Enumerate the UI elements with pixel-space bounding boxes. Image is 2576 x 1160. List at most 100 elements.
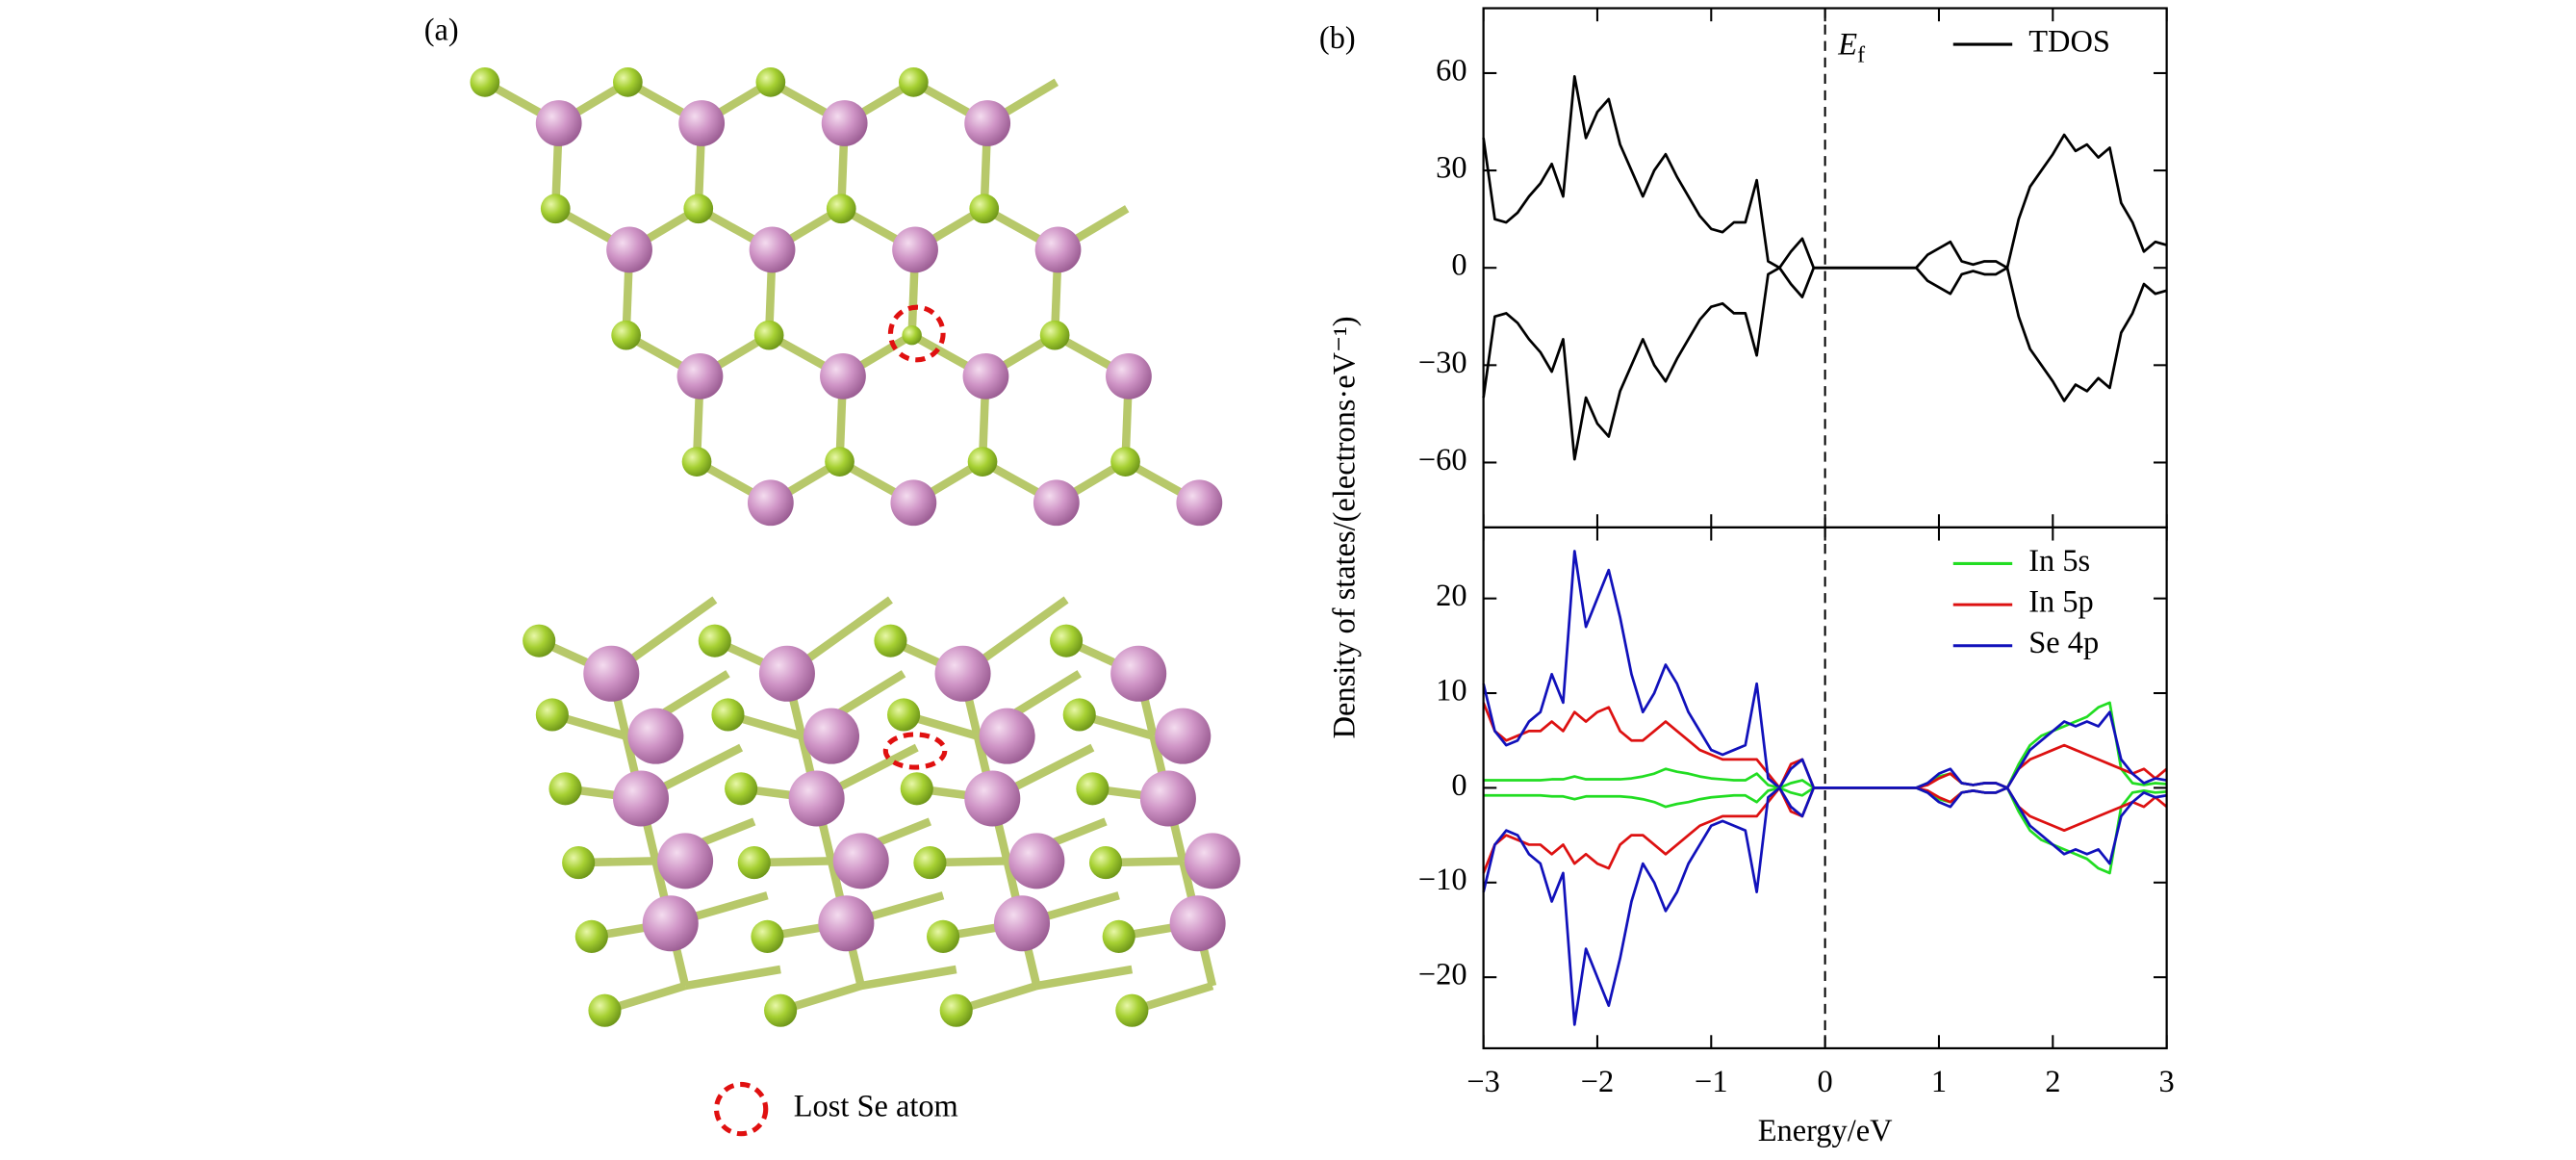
in-atom xyxy=(934,645,991,702)
se-atom xyxy=(613,66,643,97)
y-tick-label: −60 xyxy=(1418,443,1467,477)
y-tick-label: 0 xyxy=(1451,768,1467,803)
se-atom xyxy=(764,993,798,1027)
in-atom xyxy=(964,770,1021,827)
x-tick-label: 2 xyxy=(2045,1065,2060,1099)
crystal-structure xyxy=(470,66,1241,1027)
x-tick-label: 0 xyxy=(1818,1065,1833,1099)
x-tick-label: 1 xyxy=(1931,1065,1947,1099)
x-tick-label: −3 xyxy=(1467,1065,1499,1099)
fermi-symbol: E xyxy=(1837,28,1857,63)
y-tick-label: −30 xyxy=(1418,346,1467,380)
in-atom xyxy=(979,708,1035,764)
in-atom xyxy=(627,708,684,764)
in-atom xyxy=(821,100,868,146)
se-atom xyxy=(611,320,642,350)
in-atom xyxy=(747,479,794,527)
se-atom xyxy=(967,447,998,477)
y-axis-label: Density of states/(electrons·eV⁻¹) xyxy=(1327,316,1362,738)
se-atom xyxy=(588,993,622,1027)
in-atom xyxy=(1155,708,1211,764)
se-atom xyxy=(711,698,745,732)
se-atom xyxy=(927,919,960,953)
in-atom xyxy=(1110,645,1167,702)
fermi-label: Ef xyxy=(1837,28,1865,68)
legend-label: Se 4p xyxy=(2028,626,2099,660)
in-atom xyxy=(613,770,670,827)
se-atom xyxy=(753,320,784,350)
in-atom xyxy=(583,645,640,702)
in-atom xyxy=(535,100,582,146)
in-atom xyxy=(890,479,937,527)
in-atom xyxy=(962,352,1009,400)
lost-atom-marker xyxy=(882,732,948,770)
in-atom xyxy=(1106,352,1152,400)
se-atom xyxy=(737,846,771,880)
x-tick-label: −1 xyxy=(1695,1065,1727,1099)
in-atom xyxy=(788,770,845,827)
panel-label: (a) xyxy=(424,13,459,48)
in-atom xyxy=(676,352,724,400)
in-atom xyxy=(1034,226,1082,273)
dos-line xyxy=(1482,786,2167,1026)
se-atom xyxy=(900,772,933,806)
se-atom xyxy=(683,193,714,224)
in-atom xyxy=(749,226,796,273)
se-atom xyxy=(913,846,947,880)
legend-label: In 5p xyxy=(2028,585,2094,620)
se-atom xyxy=(540,193,571,224)
in-atom xyxy=(657,833,714,889)
y-tick-label: 0 xyxy=(1451,248,1467,283)
se-atom xyxy=(898,66,929,97)
se-atom xyxy=(1076,772,1109,806)
in-atom xyxy=(1176,479,1223,527)
fermi-subscript: f xyxy=(1857,43,1865,68)
se-atom xyxy=(562,846,596,880)
se-atom xyxy=(939,993,973,1027)
legend-label: TDOS xyxy=(2028,25,2110,60)
x-tick-label: −2 xyxy=(1581,1065,1614,1099)
in-atom xyxy=(964,100,1011,146)
se-atom xyxy=(826,193,856,224)
y-tick-label: −10 xyxy=(1418,863,1467,897)
in-atom xyxy=(993,895,1051,952)
panel-label: (b) xyxy=(1319,21,1356,56)
se-atom xyxy=(902,324,922,346)
y-tick-label: 60 xyxy=(1436,53,1467,88)
se-atom xyxy=(1102,919,1135,953)
in-atom xyxy=(1139,770,1196,827)
se-atom xyxy=(1039,320,1070,350)
x-tick-label: 3 xyxy=(2159,1065,2175,1099)
in-atom xyxy=(1184,833,1241,889)
lost-atom-marker xyxy=(887,304,946,363)
dos-line xyxy=(1482,266,2168,461)
se-atom xyxy=(681,447,712,477)
se-atom xyxy=(1110,447,1140,477)
bond xyxy=(1035,965,1134,991)
se-atom xyxy=(470,66,500,97)
in-atom xyxy=(1033,479,1080,527)
se-atom xyxy=(535,698,569,732)
se-atom xyxy=(874,624,907,657)
legend-label: Lost Se atom xyxy=(794,1090,958,1124)
plot-frame xyxy=(1482,526,2168,1050)
se-atom xyxy=(969,193,1000,224)
in-atom xyxy=(758,645,815,702)
in-atom xyxy=(820,352,866,400)
se-atom xyxy=(1115,993,1149,1027)
se-atom xyxy=(574,919,608,953)
se-atom xyxy=(1050,624,1084,657)
se-atom xyxy=(523,624,556,657)
in-atom xyxy=(803,708,860,764)
y-tick-label: 30 xyxy=(1436,151,1467,186)
se-atom xyxy=(1088,846,1123,880)
y-tick-label: 10 xyxy=(1436,673,1467,708)
bond xyxy=(860,965,957,991)
in-atom xyxy=(1169,895,1226,952)
in-atom xyxy=(1008,833,1065,889)
in-atom xyxy=(642,895,699,952)
in-atom xyxy=(832,833,889,889)
se-atom xyxy=(725,772,758,806)
